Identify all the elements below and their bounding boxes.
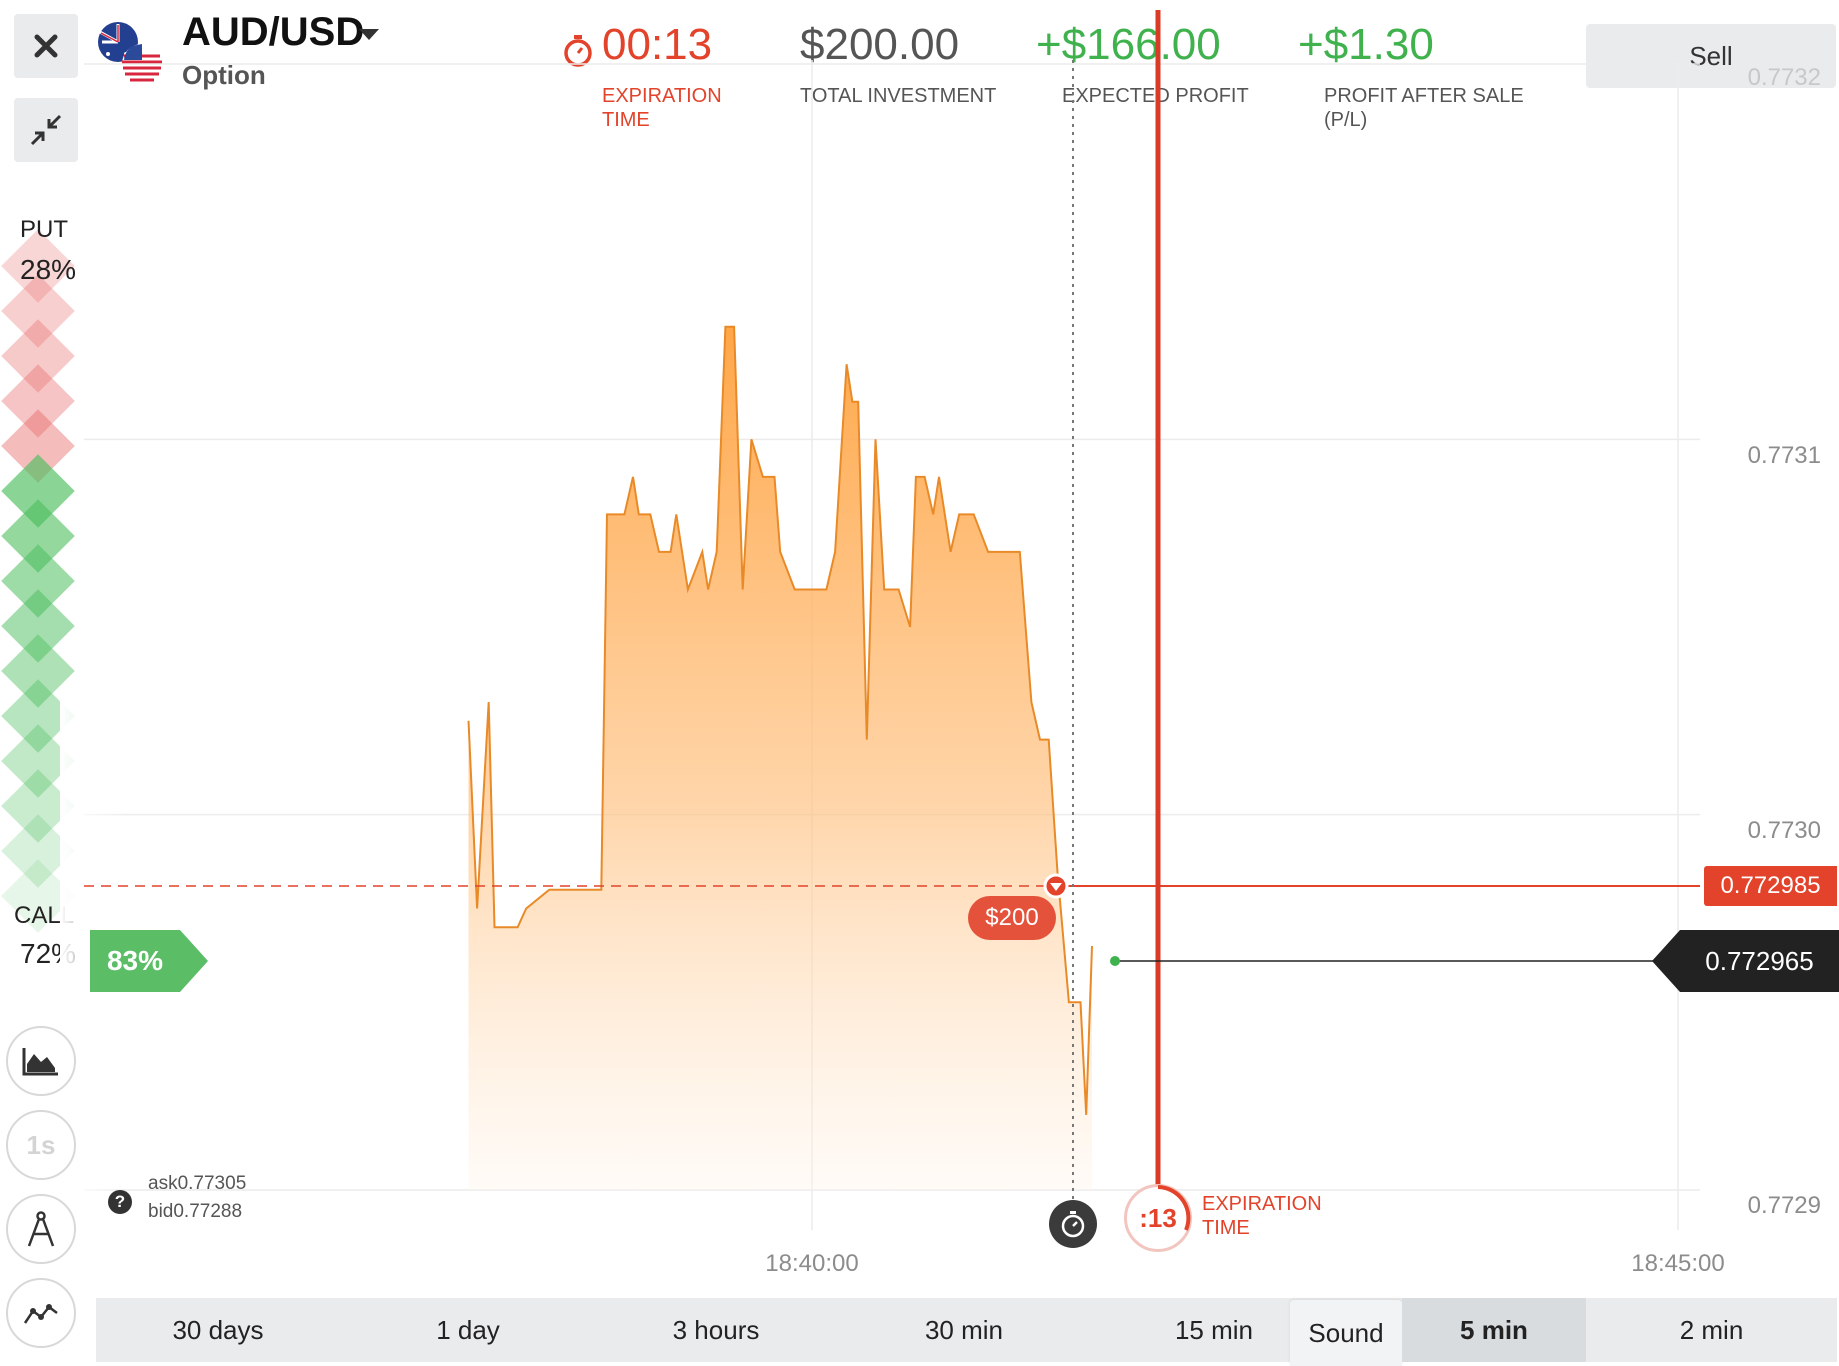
put-label: PUT [20, 216, 68, 243]
price-line [467, 325, 1093, 1115]
expected-profit-value: +$166.00 [1036, 20, 1221, 69]
expiration-time-value: 00:13 [602, 20, 713, 69]
price-area [468, 326, 1092, 1190]
close-icon [34, 34, 58, 58]
expected-profit-label: EXPECTED PROFIT [1062, 85, 1249, 107]
current-price-tag: 0.772965 [1705, 945, 1814, 976]
y-tick-label: 0.7729 [1747, 1192, 1821, 1219]
period-1-day[interactable]: 1 day [436, 1314, 500, 1345]
profit-after-sale-label: PROFIT AFTER SALE (P/L) [1324, 85, 1524, 131]
collapse-arrows-icon [30, 114, 62, 146]
deal-amount-badge[interactable]: $200 [968, 896, 1056, 940]
close-button[interactable] [14, 14, 78, 78]
expiration-timer-text: :13 [1139, 1202, 1177, 1233]
sound-tooltip[interactable]: Sound [1290, 1300, 1402, 1366]
area-chart-icon [22, 1048, 58, 1076]
indicators-icon [23, 1304, 58, 1324]
period-30-days[interactable]: 30 days [172, 1314, 264, 1345]
deadline-timer-icon [1049, 1200, 1097, 1248]
ask-quote: ask0.77305 [148, 1173, 247, 1194]
period-5-min[interactable]: 5 min [1402, 1298, 1586, 1362]
total-investment-value: $200.00 [800, 20, 960, 69]
indicators-button[interactable] [6, 1278, 76, 1348]
minimize-button[interactable] [14, 98, 78, 162]
y-tick-label: 0.7732 [1747, 64, 1821, 91]
y-tick-label: 0.7730 [1747, 817, 1821, 844]
help-icon[interactable]: ? [108, 1190, 132, 1214]
period-30-min[interactable]: 30 min [924, 1314, 1004, 1345]
entry-price-tag: 0.772985 [1704, 866, 1837, 906]
profit-after-sale-value: +$1.30 [1298, 20, 1434, 69]
period-2-min[interactable]: 2 min [1679, 1314, 1744, 1345]
asset-type: Option [182, 60, 266, 90]
sell-button[interactable]: Sell [1586, 24, 1836, 88]
expiration-timer-ring [1124, 1184, 1192, 1252]
put-percent: 28% [20, 254, 77, 285]
bid-quote: bid0.77288 [148, 1201, 243, 1222]
timeframe-label: 1s [26, 1129, 56, 1160]
asset-dropdown-icon[interactable] [358, 28, 380, 47]
stopwatch-icon [562, 34, 594, 73]
expiration-marker-label: EXPIRATION TIME [1202, 1193, 1322, 1239]
expiration-time-label: EXPIRATION TIME [602, 85, 722, 131]
timeframe-button[interactable]: 1s [6, 1110, 76, 1180]
current-price-dot [1110, 956, 1120, 966]
asset-name[interactable]: AUD/USD [182, 10, 365, 54]
x-tick-label: 18:40:00 [765, 1250, 859, 1277]
x-tick-label: 18:45:00 [1631, 1250, 1725, 1277]
period-3-hours[interactable]: 3 hours [672, 1314, 760, 1345]
drawing-tools-button[interactable] [6, 1194, 76, 1264]
chart-type-button[interactable] [6, 1026, 76, 1096]
period-15-min[interactable]: 15 min [1174, 1314, 1254, 1345]
y-tick-label: 0.7731 [1747, 442, 1821, 469]
compass-icon [27, 1211, 55, 1247]
payout-badge-shape [90, 930, 208, 992]
payout-badge: 83% [106, 945, 164, 976]
current-price-tag-shape [1652, 930, 1839, 992]
price-chart[interactable] [0, 0, 1839, 1290]
total-investment-label: TOTAL INVESTMENT [800, 85, 997, 107]
